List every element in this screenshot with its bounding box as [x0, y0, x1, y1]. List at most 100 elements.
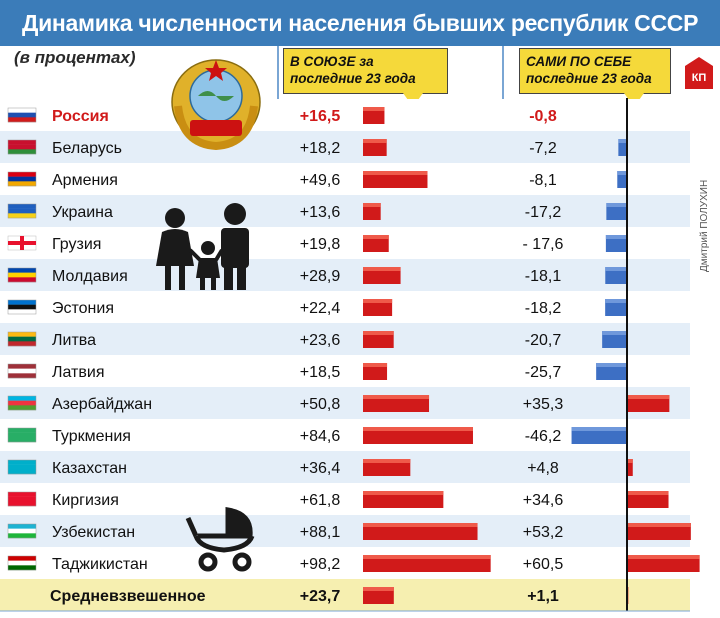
union-bar-highlight — [363, 331, 394, 335]
union-bar — [363, 107, 385, 124]
flag-stripe — [8, 368, 36, 374]
union-value-label: +98,2 — [300, 556, 341, 573]
union-value-label: +61,8 — [300, 492, 341, 509]
country-label: Литва — [52, 332, 96, 349]
own-bar-highlight — [605, 267, 627, 271]
own-bar-negative — [617, 171, 627, 188]
flag-stripe — [8, 396, 36, 401]
own-value-label: -25,7 — [525, 364, 562, 381]
callout-own: САМИ ПО СЕБЕ последние 23 года — [519, 48, 671, 107]
flag-stripe — [8, 432, 36, 438]
flag-icon — [7, 267, 37, 283]
union-bar — [363, 171, 428, 188]
row-background — [0, 547, 690, 579]
union-value-label: +50,8 — [300, 396, 341, 413]
flag-border — [7, 139, 37, 155]
union-bar-highlight — [363, 267, 401, 271]
flag-stripe — [8, 533, 36, 539]
flag-stripe — [8, 336, 36, 342]
own-bar-positive — [627, 555, 700, 572]
flag-icon — [7, 331, 37, 347]
flag-icon — [7, 171, 37, 187]
union-bar-highlight — [363, 459, 411, 463]
own-bar-highlight — [627, 555, 700, 559]
own-value-label: +35,3 — [523, 396, 564, 413]
unit-label: (в процентах) — [14, 48, 136, 67]
union-value-label: +28,9 — [300, 268, 341, 285]
flag-icon — [7, 363, 37, 379]
flag-stripe — [8, 524, 36, 529]
flag-stripe — [8, 501, 36, 507]
flag-border — [7, 395, 37, 411]
own-bar-highlight — [571, 427, 627, 431]
own-bar-highlight — [627, 491, 669, 495]
union-value-label: +23,6 — [300, 332, 341, 349]
union-bar — [363, 523, 478, 540]
own-bar-highlight — [627, 395, 670, 399]
union-bar — [363, 267, 401, 284]
flag-stripe — [8, 400, 36, 406]
flag-border — [7, 299, 37, 315]
union-bar — [363, 395, 430, 412]
flag-stripe — [8, 300, 36, 305]
own-bar-positive — [627, 395, 670, 412]
own-value-label: -46,2 — [525, 428, 562, 445]
row-background — [0, 451, 690, 483]
kp-logo-icon: КП — [685, 57, 713, 89]
flag-stripe — [8, 528, 36, 534]
flag-stripe — [8, 140, 36, 145]
union-bar — [363, 555, 491, 572]
own-value-label: -18,2 — [525, 300, 562, 317]
own-value-label: - 17,6 — [523, 236, 564, 253]
own-bar-negative — [605, 235, 627, 252]
flag-stripe — [8, 464, 36, 470]
country-label: Украина — [52, 204, 113, 221]
flag-stripe — [8, 373, 36, 379]
own-value-label: +1,1 — [527, 588, 559, 605]
decor-layer — [156, 59, 261, 572]
union-bar-highlight — [363, 427, 473, 431]
union-value-label: +49,6 — [300, 172, 341, 189]
own-bar-highlight — [627, 459, 633, 463]
union-value-label: +23,7 — [300, 588, 341, 605]
own-bar-highlight — [627, 523, 691, 527]
union-bar-highlight — [363, 171, 428, 175]
flag-stripe — [8, 560, 36, 566]
union-bar-highlight — [363, 587, 394, 591]
flag-icon — [7, 491, 37, 507]
row-background — [0, 259, 690, 291]
country-label: Средневзвешенное — [50, 588, 206, 605]
union-value-label: +36,4 — [300, 460, 341, 477]
flag-border — [7, 555, 37, 571]
flag-stripe — [8, 460, 36, 465]
union-bar — [363, 139, 387, 156]
union-bar-highlight — [363, 299, 393, 303]
own-bar-negative — [618, 139, 627, 156]
flag-icon — [7, 427, 37, 443]
row-background — [0, 355, 690, 387]
flag-stripe — [8, 428, 36, 433]
own-value-label: +53,2 — [523, 524, 564, 541]
own-bar-highlight — [605, 299, 627, 303]
union-bar — [363, 299, 393, 316]
union-bar — [363, 459, 411, 476]
union-bar — [363, 491, 444, 508]
callout-union: В СОЮЗЕ за последние 23 года — [283, 48, 448, 107]
union-bar — [363, 203, 381, 220]
union-value-label: +18,5 — [300, 364, 341, 381]
row-background — [0, 387, 690, 419]
row-background — [0, 163, 690, 195]
union-value-label: +84,6 — [300, 428, 341, 445]
union-value-label: +22,4 — [300, 300, 341, 317]
union-bar-highlight — [363, 395, 430, 399]
union-bar-highlight — [363, 203, 381, 207]
own-value-label: -8,1 — [529, 172, 557, 189]
own-bar-highlight — [605, 235, 627, 239]
row-background — [0, 579, 690, 611]
flag-stripe — [8, 181, 36, 187]
flag-border — [7, 171, 37, 187]
flag-cross-h — [8, 241, 36, 245]
union-bar-highlight — [363, 555, 491, 559]
country-label: Эстония — [52, 300, 114, 317]
